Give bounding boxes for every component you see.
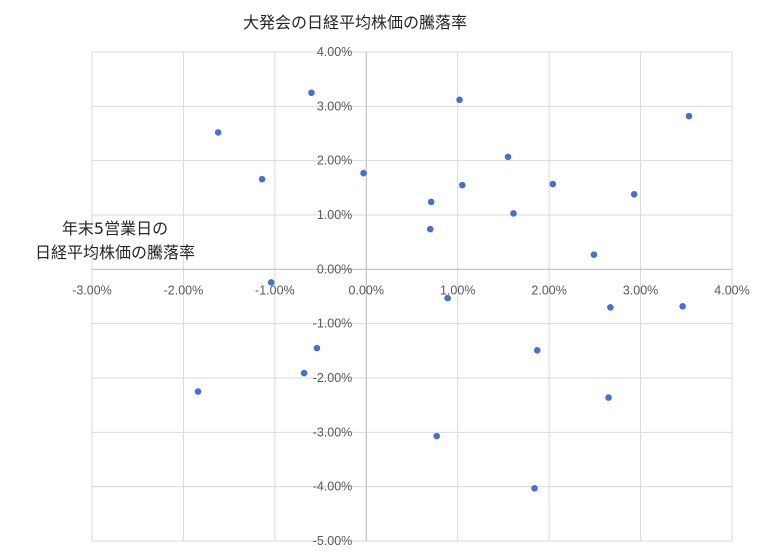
data-point	[504, 153, 512, 161]
data-point	[458, 181, 466, 189]
y-tick-label: 3.00%	[317, 99, 352, 113]
data-point	[533, 346, 541, 354]
y-tick-label: -5.00%	[313, 534, 353, 548]
data-point	[194, 388, 202, 395]
x-tick-label: 1.00%	[440, 283, 475, 297]
x-tick-label: -3.00%	[72, 283, 112, 297]
data-point	[427, 198, 435, 206]
y-tick-label: -1.00%	[313, 317, 353, 331]
data-point	[433, 432, 440, 440]
data-point	[267, 279, 275, 286]
y-tick-label: 4.00%	[317, 45, 352, 59]
data-point	[300, 369, 308, 377]
data-point-layer	[194, 89, 693, 492]
data-point	[679, 302, 686, 310]
x-tick-label: 4.00%	[714, 283, 749, 297]
data-point	[456, 96, 463, 104]
data-point	[426, 225, 434, 233]
data-point	[590, 251, 598, 258]
y-tick-label: -2.00%	[313, 371, 353, 385]
y-tick-label: -3.00%	[313, 425, 353, 439]
tick-label-layer: -3.00% -2.00% -1.00% 0.00% 1.00% 2.00% 3.00% 4.…	[72, 45, 750, 548]
data-point	[444, 294, 451, 302]
data-point	[258, 175, 266, 183]
axis-layer	[92, 52, 732, 541]
data-point	[308, 89, 315, 97]
y-tick-label: 0.00%	[317, 262, 352, 276]
data-point	[605, 394, 612, 401]
data-point	[510, 210, 517, 217]
data-point	[685, 112, 693, 120]
chart-title: 大発会の日経平均株価の騰落率	[243, 13, 467, 32]
data-point	[549, 180, 557, 188]
data-point	[630, 191, 638, 198]
data-point	[214, 129, 222, 136]
y-tick-label: 1.00%	[317, 208, 352, 222]
data-point	[531, 484, 538, 492]
x-tick-label: -2.00%	[164, 283, 204, 297]
y-tick-label: 2.00%	[317, 154, 352, 168]
x-tick-label: 0.00%	[349, 283, 384, 297]
x-tick-label: 3.00%	[623, 283, 658, 297]
data-point	[360, 169, 367, 177]
y-axis-label-line-2: 日経平均株価の騰落率	[35, 243, 195, 262]
x-tick-label: 2.00%	[531, 283, 566, 297]
data-point	[313, 344, 321, 352]
data-point	[607, 304, 614, 311]
y-tick-label: -4.00%	[313, 480, 353, 494]
y-axis-label-line-1: 年末5営業日の	[62, 219, 168, 238]
x-tick-label: -1.00%	[255, 283, 295, 297]
